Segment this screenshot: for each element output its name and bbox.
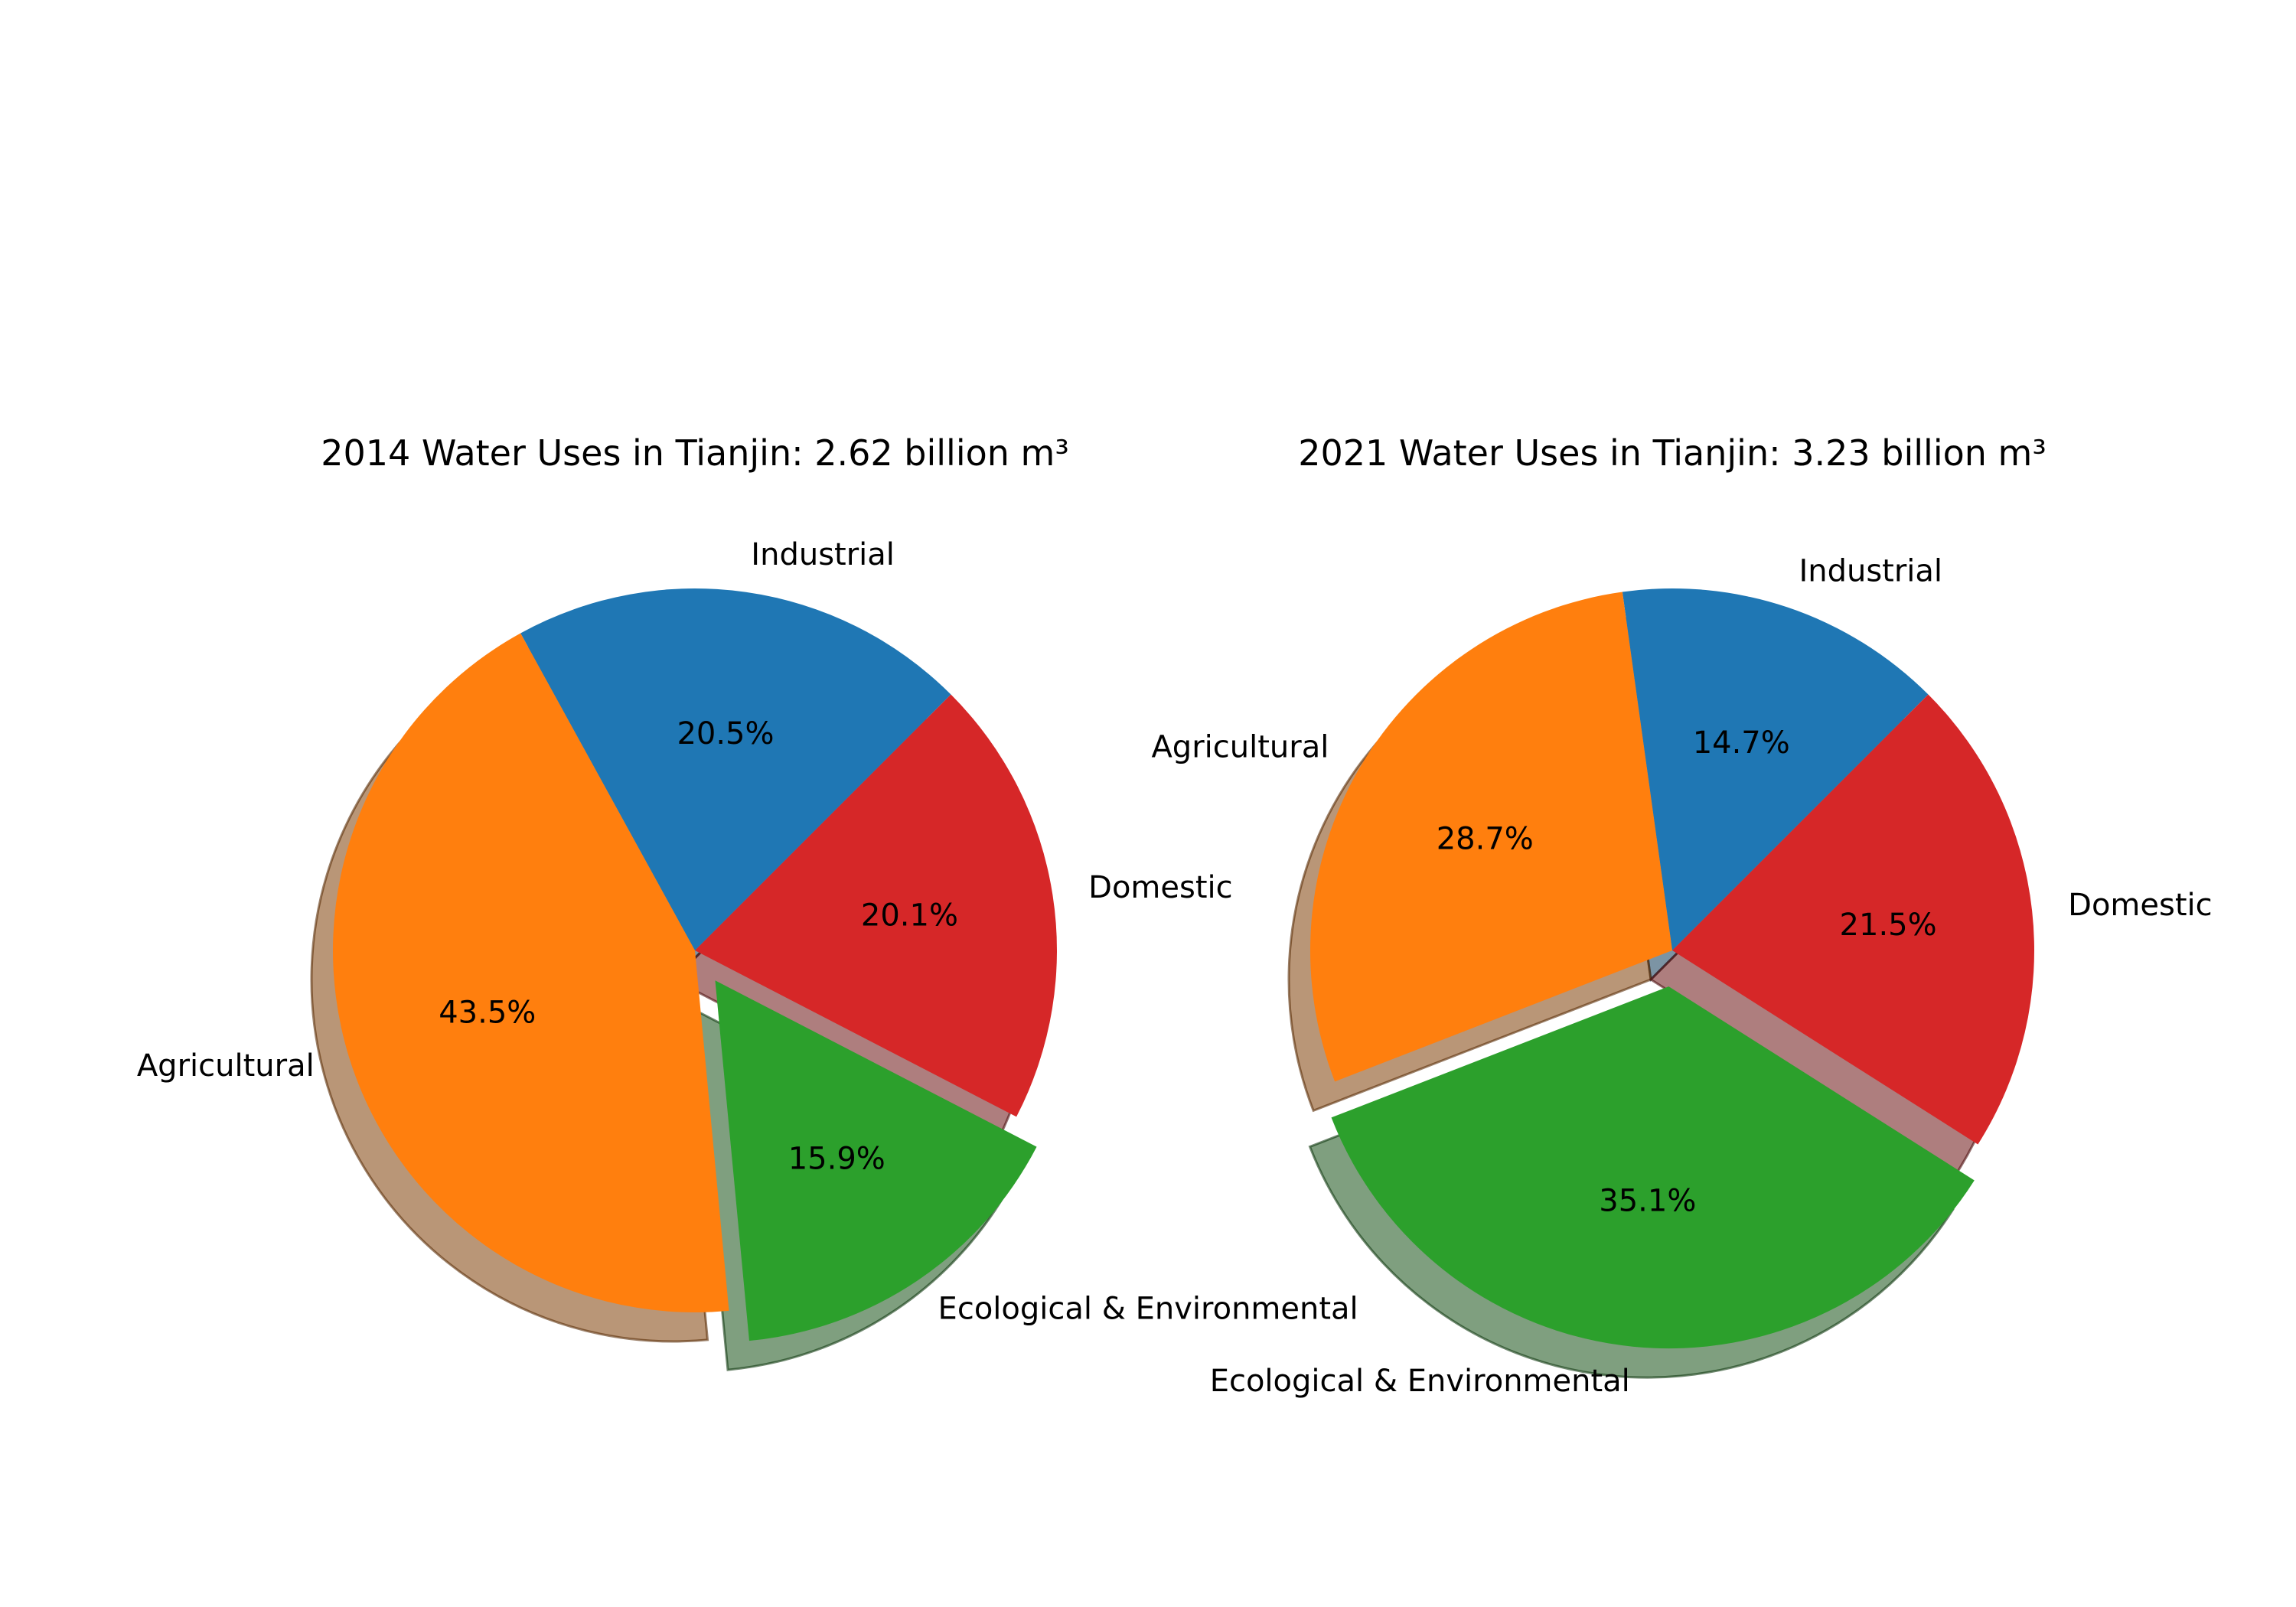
slice-label-industrial-2014: Industrial bbox=[751, 537, 895, 572]
chart-title-2021: 2021 Water Uses in Tianjin: 3.23 billion… bbox=[1298, 432, 2047, 474]
pct-label-domestic-2021: 21.5% bbox=[1840, 908, 1937, 943]
slice-label-ecological-environmental-2021: Ecological & Environmental bbox=[1210, 1364, 1630, 1399]
slice-label-ecological-environmental-2014: Ecological & Environmental bbox=[938, 1291, 1358, 1326]
wedge-agricultural-2014 bbox=[333, 633, 729, 1312]
pie-chart-2014: 2014 Water Uses in Tianjin: 2.62 billion… bbox=[137, 432, 1358, 1371]
pct-label-ecological-environmental-2014: 15.9% bbox=[788, 1141, 885, 1176]
pie-labels-2014: Industrial 20.5% Agricultural 43.5% Ecologic… bbox=[137, 537, 1358, 1327]
wedge-industrial-2021 bbox=[1622, 588, 1929, 950]
pie-labels-2021: Industrial 14.7% Agricultural 28.7% Ecologic… bbox=[1151, 554, 2212, 1399]
pct-label-industrial-2014: 20.5% bbox=[677, 716, 774, 751]
pct-label-ecological-environmental-2021: 35.1% bbox=[1599, 1184, 1696, 1219]
slice-label-agricultural-2014: Agricultural bbox=[137, 1048, 315, 1084]
chart-title-2014: 2014 Water Uses in Tianjin: 2.62 billion… bbox=[321, 432, 1069, 474]
wedge-domestic-2021 bbox=[1672, 694, 2034, 1145]
slice-label-agricultural-2021: Agricultural bbox=[1151, 730, 1329, 765]
pct-label-industrial-2021: 14.7% bbox=[1693, 725, 1790, 761]
slice-label-domestic-2014: Domestic bbox=[1088, 870, 1232, 905]
pie-chart-2021: 2021 Water Uses in Tianjin: 3.23 billion… bbox=[1151, 432, 2212, 1399]
wedge-industrial-2014 bbox=[520, 588, 951, 950]
pie-wedges-2014 bbox=[333, 588, 1057, 1341]
slice-label-industrial-2021: Industrial bbox=[1799, 554, 1942, 589]
wedge-agricultural-2021 bbox=[1310, 592, 1672, 1082]
slice-label-domestic-2021: Domestic bbox=[2068, 888, 2212, 923]
wedge-ecological-environmental-2014 bbox=[715, 980, 1037, 1341]
wedge-domestic-2014 bbox=[695, 694, 1057, 1117]
pie-wedges-2021 bbox=[1310, 588, 2034, 1349]
pct-label-agricultural-2021: 28.7% bbox=[1437, 821, 1534, 856]
wedge-ecological-environmental-2021 bbox=[1331, 986, 1975, 1349]
pct-label-domestic-2014: 20.1% bbox=[861, 898, 958, 933]
pct-label-agricultural-2014: 43.5% bbox=[439, 995, 536, 1030]
